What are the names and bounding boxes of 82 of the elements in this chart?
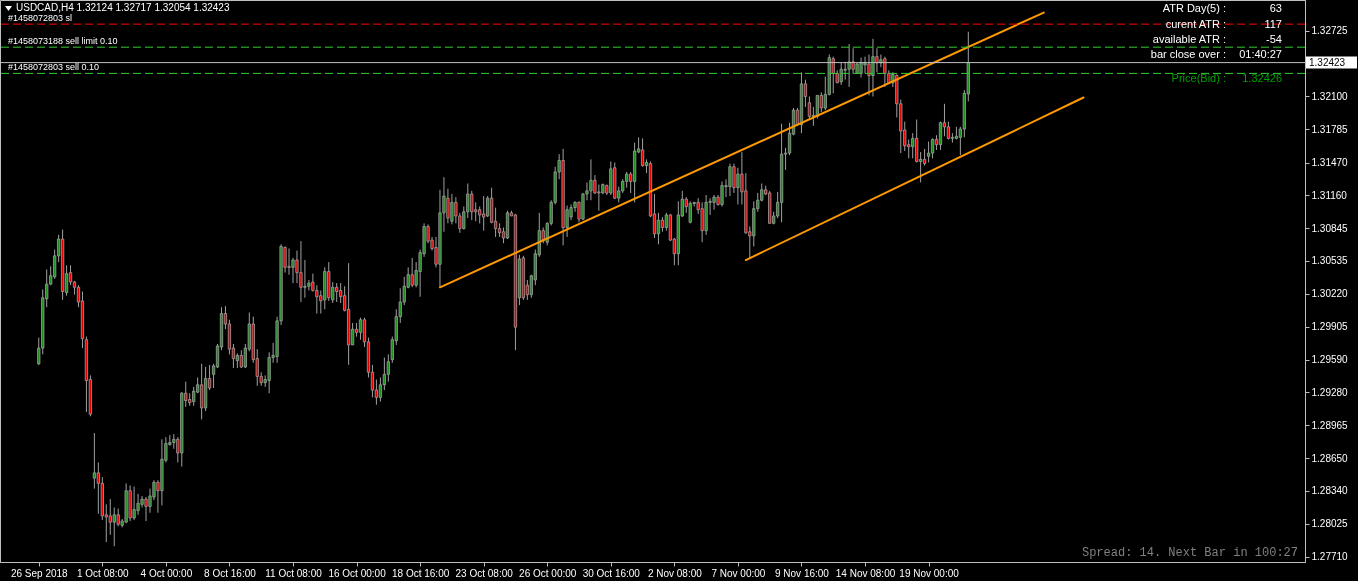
x-tick-label: 4 Oct 00:00 [140, 567, 193, 579]
ref-line-label: #1458072803 sell 0.10 [8, 62, 100, 73]
annotation: ATR Day(5) : [1162, 2, 1226, 14]
x-tick-label: 2 Nov 08:00 [647, 567, 703, 579]
y-tick-label: 1.32100 [1311, 90, 1349, 102]
candlestick [315, 284, 319, 314]
x-tick-label: 7 Nov 00:00 [711, 567, 766, 579]
y-tick-label: 1.30220 [1311, 288, 1349, 300]
candlestick [470, 190, 474, 221]
candlestick [410, 257, 414, 288]
candlestick [144, 496, 148, 522]
candlestick [926, 141, 931, 164]
y-tick-label: 1.28965 [1311, 419, 1349, 431]
candlestick [303, 259, 307, 299]
candlestick [720, 180, 724, 208]
candlestick [863, 56, 867, 74]
annotation: 1.32426 [1242, 72, 1282, 84]
candlestick [867, 54, 871, 96]
ref-line-label: #1458072803 sl [8, 13, 73, 24]
candlestick [875, 47, 879, 73]
y-tick-label: 1.28650 [1311, 452, 1349, 464]
ref-line-label: #1458073188 sell limit 0.10 [8, 36, 118, 47]
candlestick [482, 195, 486, 232]
x-tick-label: 9 Nov 16:00 [775, 567, 830, 579]
annotation: bar close over : [1150, 48, 1226, 60]
ref-line-label: 1.32423 [1309, 56, 1346, 68]
candlestick [335, 282, 339, 303]
candlestick [736, 167, 740, 205]
annotation: -54 [1266, 33, 1282, 45]
candlestick [859, 57, 863, 79]
candlestick [92, 432, 96, 490]
candlestick [728, 163, 732, 197]
y-tick-label: 1.31785 [1311, 123, 1349, 135]
candlestick [807, 95, 812, 121]
candlestick [847, 43, 851, 88]
candlestick [287, 248, 291, 276]
candlestick [712, 194, 716, 211]
x-tick-label: 8 Oct 16:00 [204, 567, 257, 579]
y-tick-label: 1.28025 [1311, 518, 1349, 530]
chart-title: USDCAD,H4 1.32124 1.32717 1.32054 1.32423 [16, 2, 230, 13]
candlestick [299, 240, 303, 303]
y-tick-label: 1.29590 [1311, 354, 1349, 366]
y-tick-label: 1.30535 [1311, 255, 1349, 267]
y-tick-label: 1.30845 [1311, 222, 1349, 234]
x-tick-label: 30 Oct 16:00 [582, 567, 641, 579]
annotation: available ATR : [1152, 33, 1226, 45]
candlestick [192, 386, 196, 407]
y-tick-label: 1.27710 [1311, 551, 1349, 563]
x-tick-label: 11 Oct 08:00 [265, 567, 323, 579]
candlestick [930, 137, 935, 159]
x-tick-label: 26 Sep 2018 [10, 567, 69, 579]
candlestick [96, 461, 100, 515]
candlestick [132, 486, 136, 521]
x-tick-label: 23 Oct 08:00 [455, 567, 514, 579]
candlestick [450, 193, 454, 225]
candlestick [200, 363, 204, 420]
annotation: Price(Bid) : [1171, 72, 1226, 84]
candlestick [378, 376, 382, 403]
y-tick-label: 1.32725 [1311, 25, 1349, 37]
candlestick [851, 47, 855, 74]
annotation: 63 [1269, 2, 1282, 14]
candlestick [831, 56, 835, 94]
y-tick-label: 1.29905 [1311, 321, 1349, 333]
candlestick [883, 56, 887, 88]
y-tick-label: 1.28340 [1311, 485, 1349, 497]
x-tick-label: 14 Nov 08:00 [835, 567, 896, 579]
x-tick-label: 26 Oct 00:00 [519, 567, 577, 579]
candlestick [871, 38, 875, 97]
candlestick [819, 91, 823, 113]
candlestick [700, 201, 704, 243]
candlestick [597, 184, 601, 212]
y-tick-label: 1.31160 [1311, 189, 1348, 201]
annotation: 01:40:27 [1239, 48, 1282, 60]
annotation: Spread: 14. Next Bar in 100:27 [1081, 546, 1298, 560]
y-tick-label: 1.29280 [1311, 386, 1349, 398]
y-tick-label: 1.31470 [1311, 157, 1349, 169]
x-tick-label: 19 Nov 00:00 [899, 567, 960, 579]
x-tick-label: 16 Oct 00:00 [328, 567, 387, 579]
candlestick [589, 158, 593, 201]
x-tick-label: 18 Oct 16:00 [391, 567, 450, 579]
candlestick [911, 132, 915, 159]
x-tick-label: 1 Oct 08:00 [76, 567, 130, 579]
